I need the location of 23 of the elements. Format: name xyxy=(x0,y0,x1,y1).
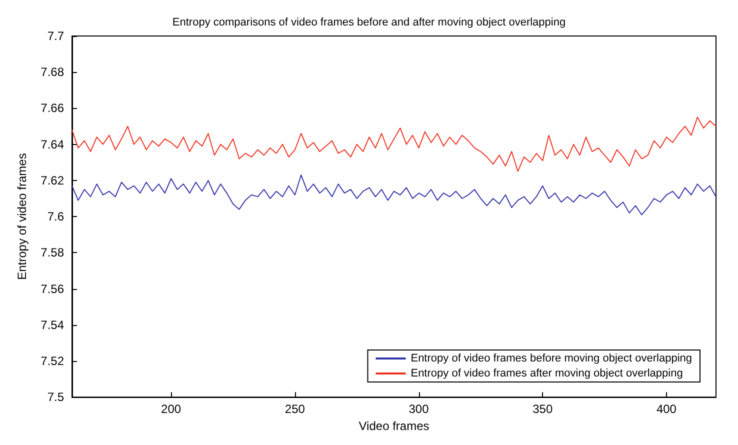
y-tick-label: 7.62 xyxy=(40,173,64,188)
legend-label: Entropy of video frames after moving object overlapping xyxy=(410,368,683,380)
y-tick-label: 7.7 xyxy=(47,29,64,43)
x-tick-label: 400 xyxy=(656,402,677,416)
y-tick-label: 7.56 xyxy=(40,282,64,296)
y-tick-label: 7.52 xyxy=(40,354,64,368)
y-tick-label: 7.64 xyxy=(40,137,64,152)
y-tick-label: 7.54 xyxy=(40,318,64,332)
y-tick-label: 7.58 xyxy=(40,246,64,260)
chart-title: Entropy comparisons of video frames before and after moving object overlapping xyxy=(172,16,566,28)
x-tick-label: 200 xyxy=(161,402,182,416)
y-tick-label: 7.5 xyxy=(47,390,64,404)
line-series xyxy=(72,116,716,172)
y-tick-label: 7.66 xyxy=(40,101,64,116)
x-tick-label: 350 xyxy=(532,402,553,416)
legend-label: Entropy of video frames before moving object overlapping xyxy=(410,352,692,364)
x-axis-title: Video frames xyxy=(358,419,430,433)
x-tick-label: 250 xyxy=(284,402,306,416)
x-tick-label: 300 xyxy=(408,402,430,416)
y-tick-label: 7.68 xyxy=(40,65,64,80)
y-axis-title: Entropy of video frames xyxy=(15,153,29,280)
y-tick-label: 7.6 xyxy=(47,210,64,224)
line-series xyxy=(72,174,716,216)
